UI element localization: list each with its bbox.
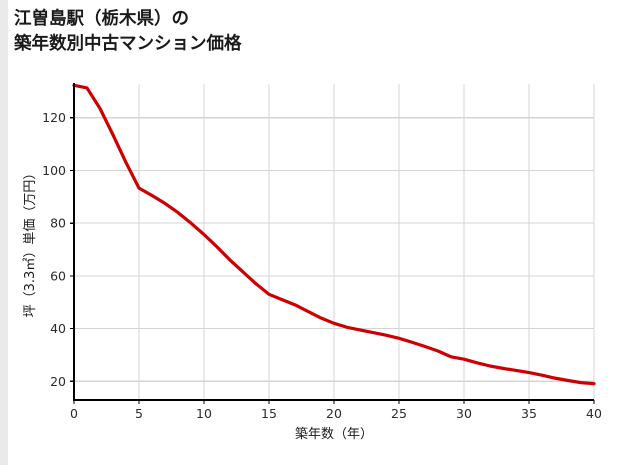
y-axis-title: 坪（3.3㎡）単価（万円）	[22, 167, 38, 318]
y-tick-label: 120	[42, 110, 66, 125]
y-tick-label: 60	[50, 268, 66, 283]
y-tick-labels: 20 40 60 80 100 120	[42, 110, 66, 389]
x-tick-label: 40	[586, 406, 602, 421]
x-tick-labels: 0 5 10 15 20 25 30 35 40	[70, 406, 602, 421]
x-tick-label: 5	[135, 406, 143, 421]
x-tick-label: 15	[261, 406, 277, 421]
chart-svg: 0 5 10 15 20 25 30 35 40 20 40 60 80 100 120 築年数（年） 坪…	[22, 83, 602, 442]
figure-canvas: 江曽島駅（栃木県）の 築年数別中古マンション価格 0 5 10 15 20 25 30 35 4…	[8, 0, 621, 465]
x-tick-label: 30	[456, 406, 472, 421]
x-tick-label: 0	[70, 406, 78, 421]
y-tick-label: 40	[50, 321, 66, 336]
x-gridlines	[138, 84, 595, 400]
y-tick-label: 20	[50, 374, 66, 389]
x-axis-title: 築年数（年）	[295, 427, 373, 442]
series-line-坪単価	[72, 83, 596, 386]
axis-tickmarks	[70, 117, 595, 404]
chart-title: 江曽島駅（栃木県）の 築年数別中古マンション価格	[14, 8, 242, 54]
x-tick-label: 35	[521, 406, 537, 421]
plot-area-wrapper: 0 5 10 15 20 25 30 35 40 20 40 60 80 100 120 築年数（年） 坪…	[8, 0, 621, 465]
data-series-group	[72, 83, 596, 386]
y-tick-label: 100	[42, 163, 66, 178]
y-tick-label: 80	[50, 216, 66, 231]
x-tick-label: 20	[326, 406, 342, 421]
x-tick-label: 10	[196, 406, 212, 421]
x-tick-label: 25	[391, 406, 407, 421]
